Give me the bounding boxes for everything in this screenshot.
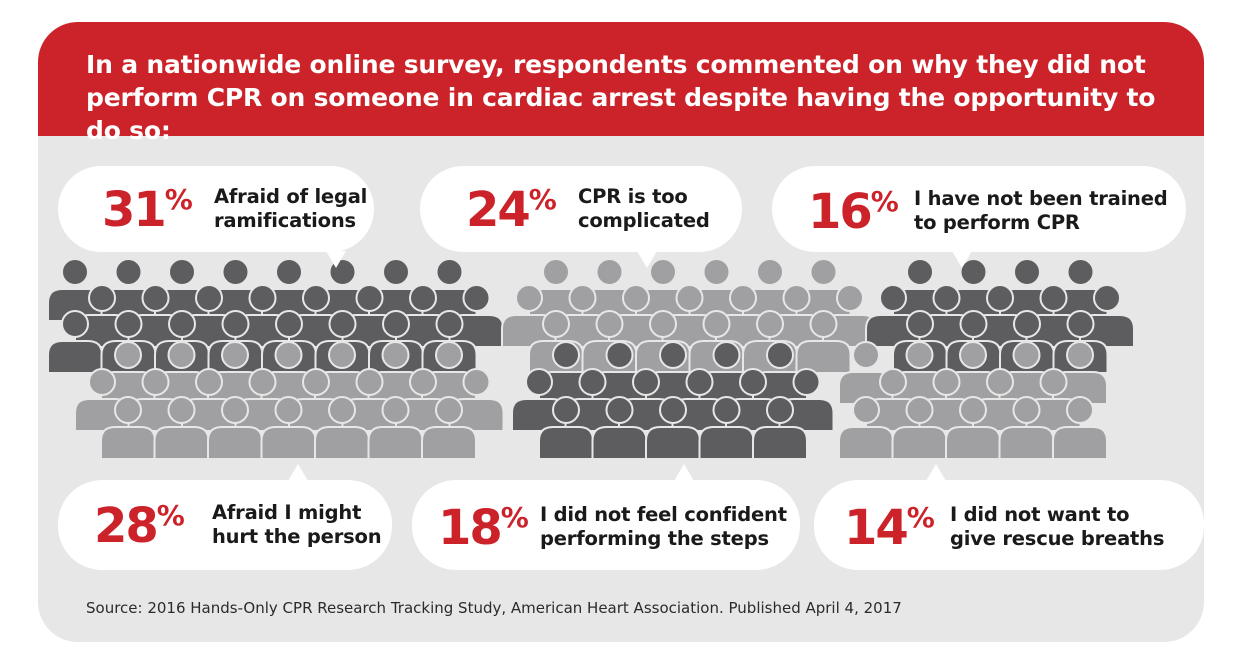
people-pictogram	[47, 258, 1135, 460]
stat-number: 14	[844, 500, 909, 556]
stat-label-line: I did not feel confident	[540, 503, 787, 526]
stat-percent: 18%	[438, 501, 529, 553]
person-figure	[153, 396, 210, 460]
headline: In a nationwide online survey, responden…	[86, 50, 1156, 145]
stat-bubble-legal: 31% Afraid of legal ramifications	[58, 166, 374, 268]
stat-label-line: ramifications	[214, 209, 356, 232]
header-banner: In a nationwide online survey, responden…	[38, 22, 1204, 145]
person-figure	[538, 396, 594, 460]
stat-bubble-complicated: 24% CPR is too complicated	[420, 166, 742, 268]
stat-percent: 16%	[808, 185, 899, 237]
stat-percent: 14%	[844, 501, 935, 553]
stat-percent-sign: %	[156, 499, 185, 532]
stat-label-line: to perform CPR	[914, 211, 1080, 234]
stat-number: 24	[466, 182, 531, 238]
stat-label-line: complicated	[578, 209, 710, 232]
stat-label-line: I did not want to	[950, 503, 1130, 526]
stat-label: I did not feel confident performing the s…	[540, 503, 787, 551]
person-figure	[421, 396, 477, 460]
stat-label-line: performing the steps	[540, 527, 769, 550]
person-figure	[448, 368, 505, 432]
person-figure	[838, 396, 894, 460]
stat-bubble-rescue-breaths: 14% I did not want to give rescue breaths	[814, 464, 1204, 570]
person-figure	[1052, 396, 1108, 460]
stat-label-line: CPR is too	[578, 185, 688, 208]
stat-bubble-not-confident: 18% I did not feel confident performing t…	[412, 464, 800, 570]
person-figure	[645, 396, 701, 460]
stat-percent: 24%	[466, 183, 557, 235]
stat-label: Afraid I might hurt the person	[212, 501, 382, 549]
stat-percent: 28%	[94, 499, 185, 551]
infographic-card: In a nationwide online survey, responden…	[38, 22, 1204, 642]
stat-percent-sign: %	[906, 501, 935, 534]
stat-label: I have not been trained to perform CPR	[914, 187, 1168, 235]
stat-label: CPR is too complicated	[578, 185, 710, 233]
stat-bubble-hurt-person: 28% Afraid I might hurt the person	[58, 464, 392, 570]
person-figure	[752, 396, 808, 460]
stat-label-line: give rescue breaths	[950, 527, 1165, 550]
stat-label-line: Afraid I might	[212, 501, 362, 524]
stat-number: 28	[94, 498, 159, 554]
person-figure	[47, 310, 103, 374]
person-figure	[998, 396, 1055, 460]
stat-percent-sign: %	[500, 501, 529, 534]
stat-label-line: hurt the person	[212, 525, 382, 548]
stat-bubble-not-trained: 16% I have not been trained to perform CP…	[772, 166, 1186, 268]
stat-label: Afraid of legal ramifications	[214, 185, 367, 233]
stat-percent-sign: %	[870, 185, 899, 218]
person-figure	[891, 396, 948, 460]
person-figure	[100, 396, 156, 460]
person-figure	[314, 396, 370, 460]
stat-percent: 31%	[102, 183, 193, 235]
stat-percent-sign: %	[164, 183, 193, 216]
stat-number: 18	[438, 500, 503, 556]
stat-number: 31	[102, 182, 167, 238]
person-figure	[795, 310, 852, 374]
person-figure	[698, 396, 755, 460]
person-figure	[260, 396, 317, 460]
stat-percent-sign: %	[528, 183, 557, 216]
stat-label: I did not want to give rescue breaths	[950, 503, 1164, 551]
person-figure	[367, 396, 424, 460]
source-note: Source: 2016 Hands-Only CPR Research Tra…	[86, 599, 902, 617]
stat-number: 16	[808, 184, 873, 240]
stat-label-line: I have not been trained	[914, 187, 1168, 210]
stat-label-line: Afraid of legal	[214, 185, 368, 208]
